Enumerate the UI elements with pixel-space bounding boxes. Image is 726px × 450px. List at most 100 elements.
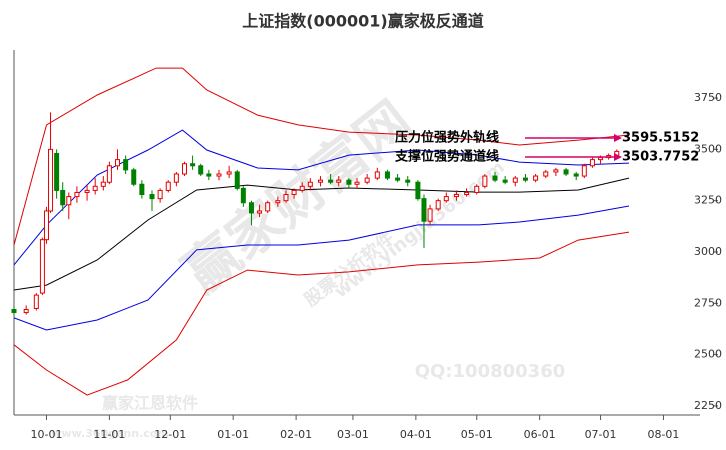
watermark: 赢家江恩软件 xyxy=(102,394,198,413)
annotation-text: 支撑位强势通道线 xyxy=(394,149,499,165)
y-tick-label: 2500 xyxy=(694,348,722,361)
candle-body xyxy=(234,171,240,189)
candle-body xyxy=(149,194,155,200)
candle-body xyxy=(336,179,342,183)
x-tick-label: 04-01 xyxy=(400,428,432,441)
candle-body xyxy=(84,189,90,193)
candle-body xyxy=(265,202,271,212)
candle-body xyxy=(384,171,390,179)
candle-body xyxy=(139,183,145,196)
candle-body xyxy=(533,175,539,181)
candle-body xyxy=(100,181,106,187)
band-line xyxy=(13,231,630,396)
candle-body xyxy=(427,208,433,222)
band-line xyxy=(13,177,630,291)
candle-body xyxy=(502,179,508,183)
candle-body xyxy=(581,165,587,177)
annotation-value: 3595.5152 xyxy=(622,131,699,146)
candle-body xyxy=(328,179,334,183)
candle-body xyxy=(216,173,222,177)
x-tick-label: 03-01 xyxy=(337,428,369,441)
candle-body xyxy=(553,169,559,173)
candle-body xyxy=(131,169,137,185)
x-tick-label: 01-01 xyxy=(217,428,249,441)
candle-body xyxy=(33,294,39,309)
x-tick-label: 10-01 xyxy=(30,428,62,441)
annotation-value: 3503.7752 xyxy=(622,150,699,165)
candle-body xyxy=(374,171,380,179)
candle-body xyxy=(464,191,470,196)
y-tick-label: 3750 xyxy=(694,91,722,104)
candle-body xyxy=(522,177,528,181)
candle-body xyxy=(453,194,459,198)
candle-body xyxy=(48,148,54,212)
candle-body xyxy=(115,159,121,167)
candle-body xyxy=(257,210,263,214)
candle-body xyxy=(43,210,49,241)
chart-title: 上证指数(000001)赢家极反通道 xyxy=(242,12,483,31)
candle-body xyxy=(165,181,171,191)
candle-body xyxy=(443,196,449,202)
candle-body xyxy=(307,181,313,187)
candle-body xyxy=(123,159,129,171)
x-tick-label: 11-01 xyxy=(93,428,125,441)
candle-body xyxy=(283,194,289,202)
candle-body xyxy=(421,198,427,222)
watermark: www.360gann.com xyxy=(51,427,169,440)
candle-body xyxy=(299,185,305,191)
candle-body xyxy=(354,181,360,185)
x-tick-label: 02-01 xyxy=(280,428,312,441)
x-tick-label: 08-01 xyxy=(647,428,679,441)
y-tick-label: 3250 xyxy=(694,194,722,207)
band-line xyxy=(13,67,630,246)
annotation-arrowhead xyxy=(614,153,622,161)
candle-body xyxy=(240,187,246,204)
candle-body xyxy=(474,185,480,193)
candle-body xyxy=(492,175,498,181)
x-tick-label: 07-01 xyxy=(585,428,617,441)
candle-body xyxy=(39,239,45,294)
candle-body xyxy=(60,189,66,206)
candle-body xyxy=(11,308,17,314)
y-tick-label: 3500 xyxy=(694,142,722,155)
band-line xyxy=(13,205,630,331)
y-tick-label: 2750 xyxy=(694,296,722,309)
x-tick-label: 05-01 xyxy=(461,428,493,441)
x-tick-label: 06-01 xyxy=(524,428,556,441)
candle-body xyxy=(66,196,72,206)
candle-body xyxy=(563,169,569,175)
candle-body xyxy=(92,185,98,191)
watermark: QQ:100800360 xyxy=(415,361,566,382)
candle-body xyxy=(482,175,488,187)
candle-body xyxy=(54,152,60,191)
candle-body xyxy=(248,202,254,214)
candle-body xyxy=(74,191,80,198)
candle-body xyxy=(598,157,604,161)
candle-body xyxy=(317,179,323,183)
candle-body xyxy=(275,200,281,204)
y-tick-label: 2250 xyxy=(694,399,722,412)
candle-body xyxy=(512,177,518,183)
candle-body xyxy=(226,171,232,175)
x-tick-label: 12-01 xyxy=(154,428,186,441)
candle-body xyxy=(206,173,212,177)
candle-body xyxy=(405,179,411,183)
candle-body xyxy=(173,173,179,183)
candle-body xyxy=(157,189,163,200)
candle-body xyxy=(395,177,401,181)
annotation-arrowhead xyxy=(614,134,622,142)
candle-body xyxy=(415,181,421,200)
candle-body xyxy=(106,165,112,183)
band-line xyxy=(13,129,630,266)
candle-body xyxy=(190,163,196,167)
y-tick-label: 3000 xyxy=(694,245,722,258)
candle-body xyxy=(181,163,187,175)
annotation-text: 压力位强势外轨线 xyxy=(395,130,499,146)
candle-body xyxy=(198,165,204,175)
candle-body xyxy=(23,308,29,314)
candle-body xyxy=(573,173,579,177)
candle-body xyxy=(543,171,549,177)
candle-body xyxy=(291,189,297,196)
candle-body xyxy=(364,177,370,183)
